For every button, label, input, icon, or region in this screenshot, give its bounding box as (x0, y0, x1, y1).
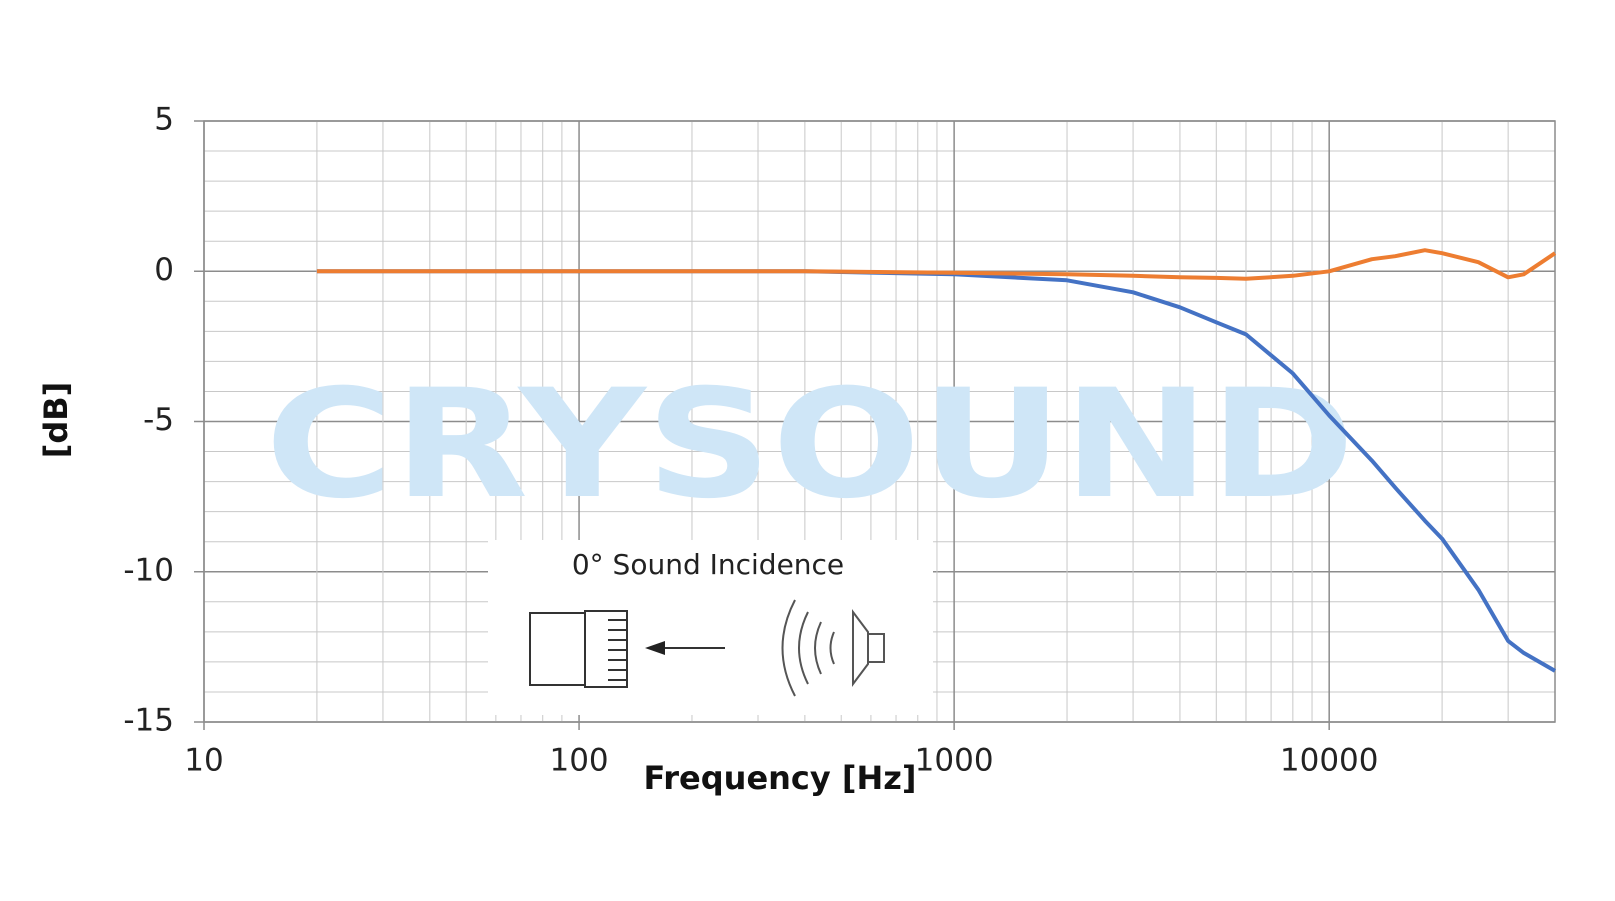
y-tick-label: -10 (123, 552, 174, 588)
inset: 0° Sound Incidence (488, 540, 933, 715)
x-axis-title: Frequency [Hz] (643, 759, 916, 797)
speaker-icon (781, 599, 885, 697)
y-tick-label: 0 (154, 252, 174, 288)
x-tick-label: 10000 (1280, 743, 1379, 779)
series-line (316, 248, 1557, 281)
lines (316, 248, 1557, 673)
plot-frame (203, 120, 1556, 723)
y-axis-title: [dB] (37, 382, 75, 459)
y-tick-label: 5 (154, 102, 174, 138)
x-tick-label: 1000 (915, 743, 994, 779)
arrow-head (645, 641, 665, 655)
x-tick-label: 100 (549, 743, 608, 779)
x-tick-label: 10 (184, 743, 223, 779)
watermark: CRYSOUND (265, 358, 1355, 532)
y-tick-label: -15 (123, 703, 174, 739)
microphone-icon (529, 610, 628, 688)
y-tick-label: -5 (143, 402, 174, 438)
inset-title: 0° Sound Incidence (572, 548, 844, 581)
